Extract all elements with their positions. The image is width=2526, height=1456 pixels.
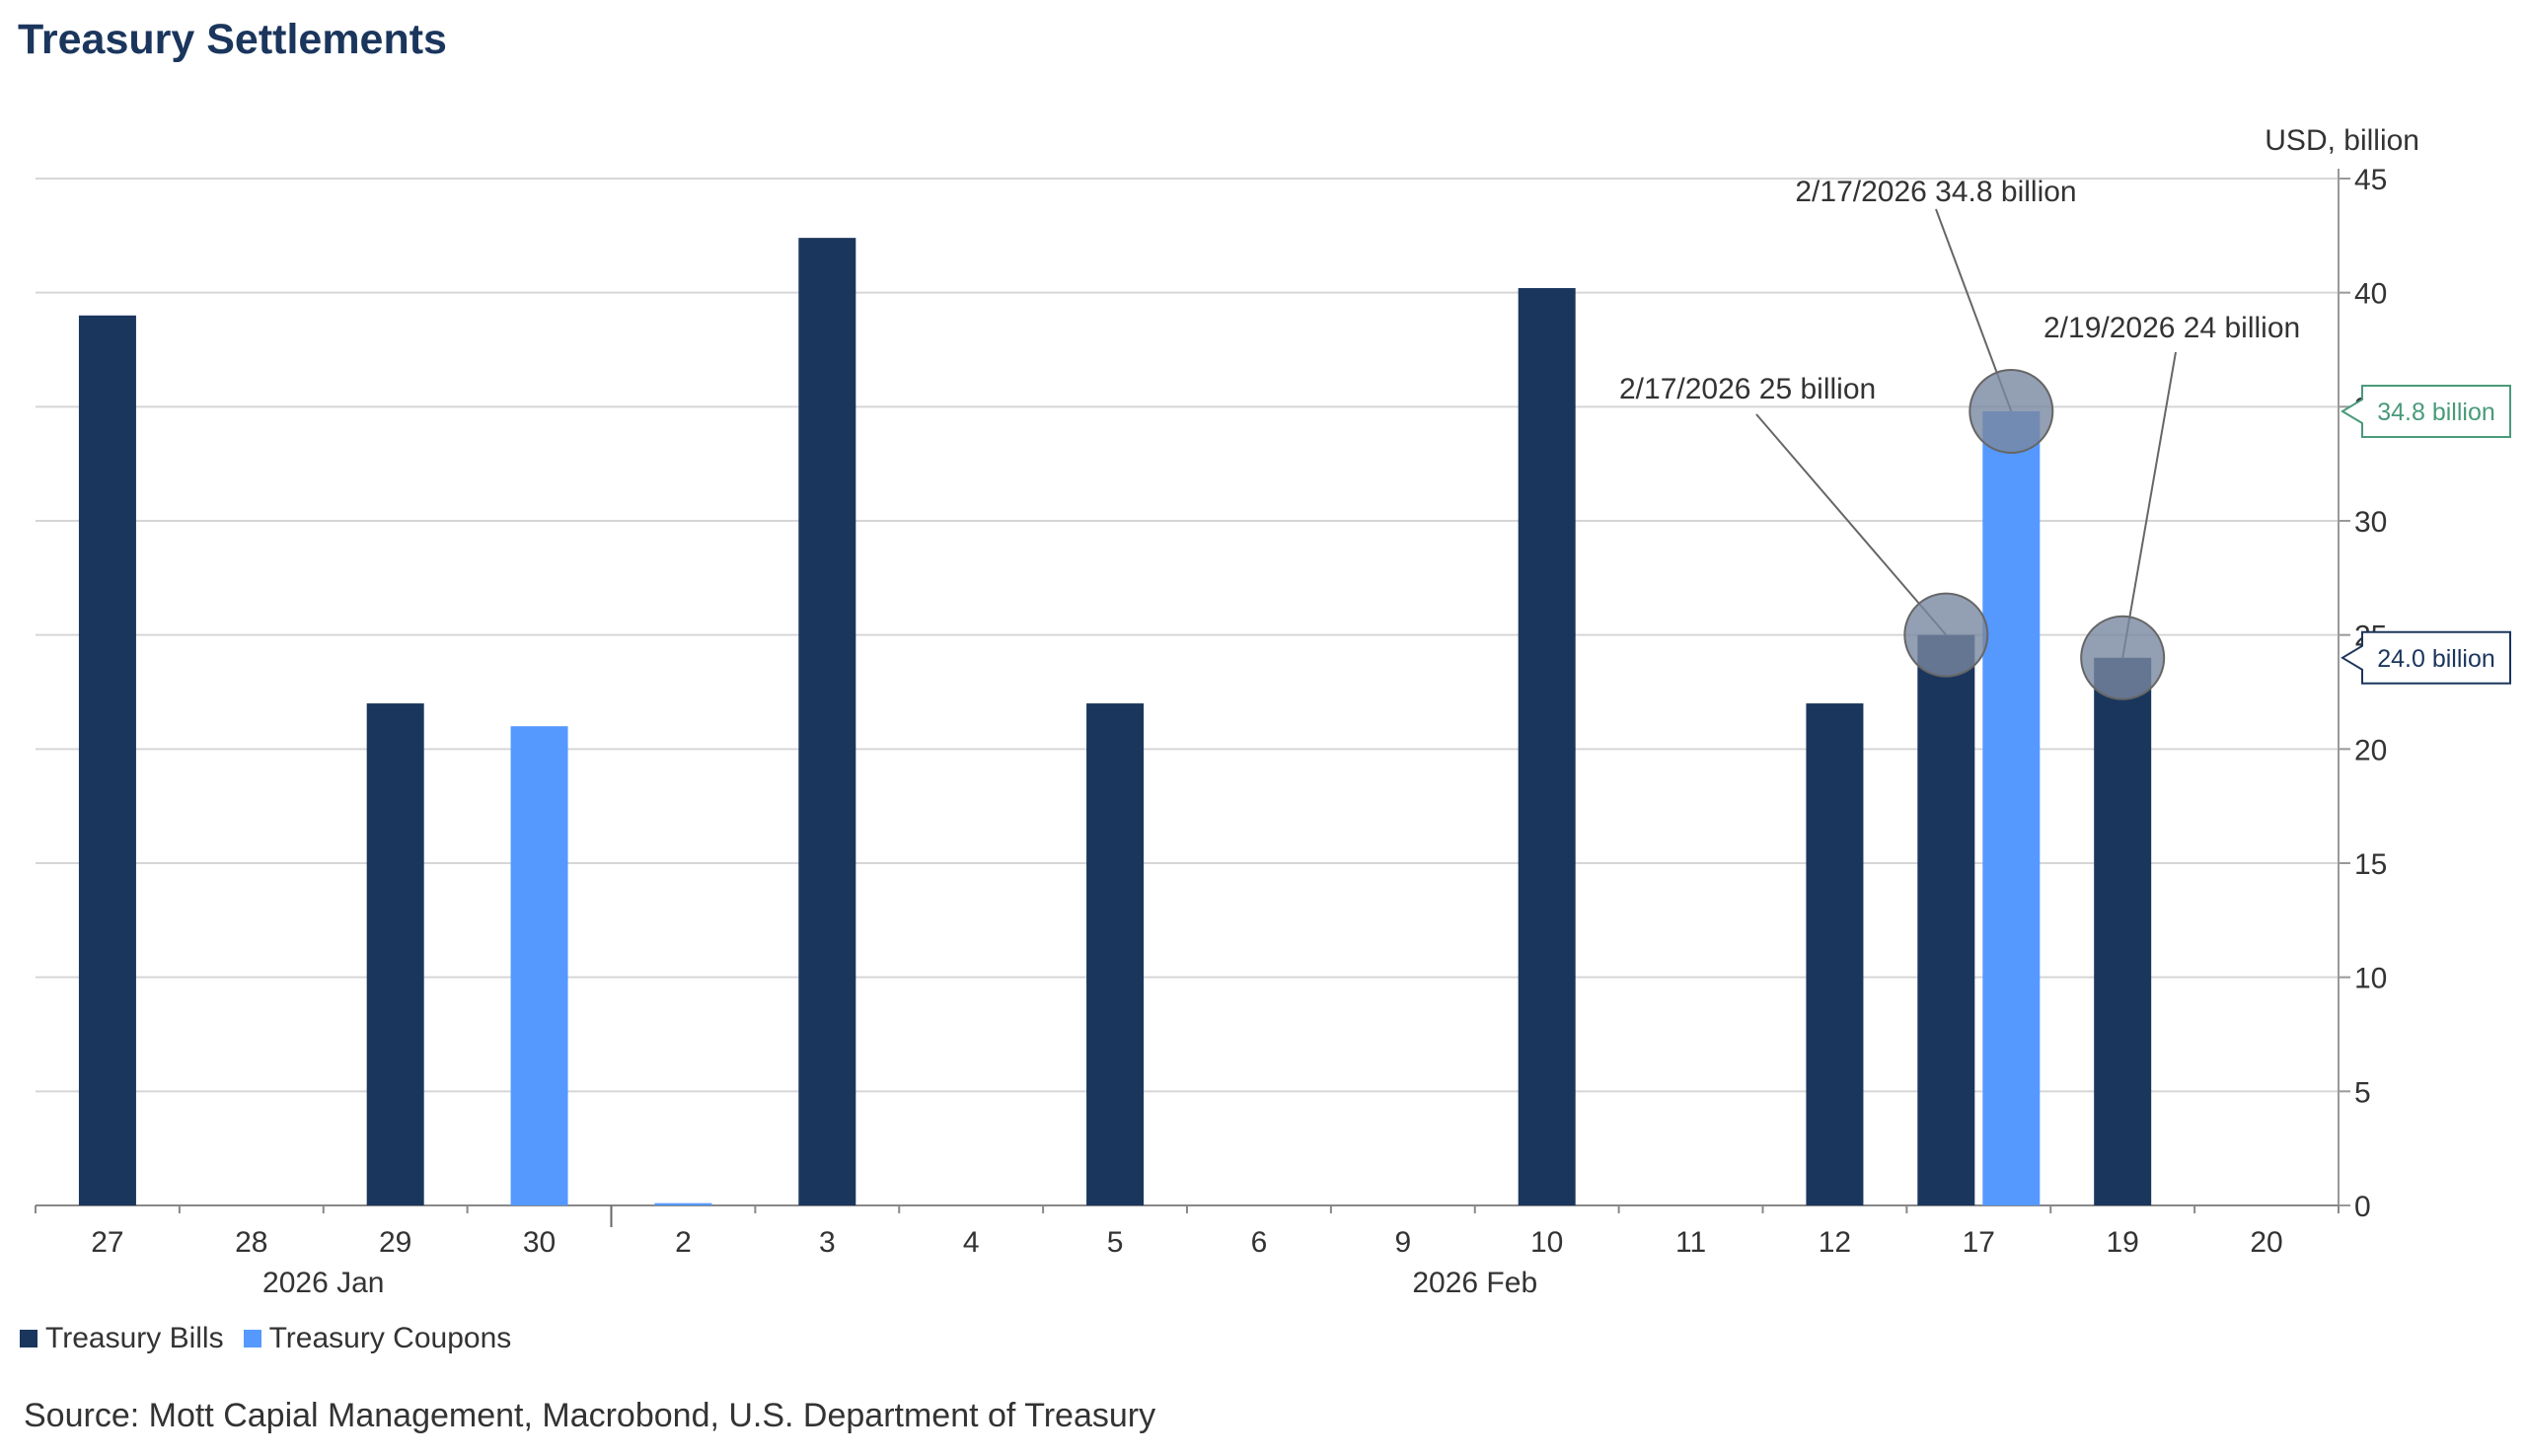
legend-item-treasury-bills[interactable]: Treasury Bills (20, 1322, 224, 1355)
legend-item-treasury-coupons[interactable]: Treasury Coupons (243, 1322, 512, 1355)
x-tick-label-30: 30 (523, 1226, 556, 1259)
annotation-1-leader (1755, 413, 1948, 636)
legend-label-bills: Treasury Bills (45, 1322, 224, 1354)
legend-swatch-bills (20, 1330, 37, 1347)
bar-treasury-coupons-17 (1982, 410, 2041, 1206)
y-tick-label-5: 5 (2354, 1076, 2371, 1109)
x-tick-label-10: 10 (1530, 1226, 1563, 1259)
annotation-2-label: 2/19/2026 24 billion (2043, 312, 2300, 344)
last-value-box-1 (2340, 630, 2511, 685)
annotation-2-leader (2121, 351, 2177, 658)
bar-treasury-bills-10 (1518, 288, 1576, 1205)
x-tick-label-3: 3 (819, 1226, 836, 1259)
y-tick-label-0: 0 (2354, 1191, 2371, 1223)
bar-treasury-bills-17 (1917, 634, 1975, 1205)
bar-treasury-bills-5 (1086, 703, 1145, 1205)
y-tick-label-10: 10 (2354, 963, 2387, 995)
y-tick-label-15: 15 (2354, 848, 2387, 881)
x-tick-label-5: 5 (1107, 1226, 1124, 1259)
bar-treasury-bills-27 (78, 315, 136, 1205)
y-tick-label-40: 40 (2354, 278, 2387, 311)
y-tick-label-45: 45 (2354, 164, 2387, 196)
last-value-callout-0: 34.8 billion (2340, 384, 2511, 438)
month-label-2026-jan: 2026 Jan (262, 1267, 384, 1299)
x-tick-label-6: 6 (1251, 1226, 1268, 1259)
x-tick-label-9: 9 (1394, 1226, 1411, 1259)
x-tick-label-27: 27 (91, 1226, 123, 1259)
x-tick-label-29: 29 (379, 1226, 411, 1259)
annotation-1-label: 2/17/2026 25 billion (1619, 373, 1876, 405)
legend-label-coupons: Treasury Coupons (268, 1322, 512, 1354)
last-value-label-1: 24.0 billion (2377, 645, 2495, 673)
x-tick-label-11: 11 (1675, 1226, 1706, 1259)
x-tick-label-2: 2 (675, 1226, 692, 1259)
chart-title: Treasury Settlements (18, 16, 447, 63)
bar-treasury-bills-19 (2094, 657, 2152, 1205)
annotation-1-marker (1903, 592, 1989, 678)
y-tick-label-20: 20 (2354, 734, 2387, 766)
y-axis-title: USD, billion (2265, 124, 2419, 157)
annotation-0-label: 2/17/2026 34.8 billion (1795, 176, 2076, 208)
x-tick-label-28: 28 (235, 1226, 267, 1259)
x-tick-label-4: 4 (963, 1226, 980, 1259)
bar-treasury-bills-12 (1806, 703, 1864, 1205)
bar-treasury-coupons-30 (510, 726, 568, 1205)
x-tick-label-20: 20 (2250, 1226, 2282, 1259)
bar-treasury-bills-29 (366, 703, 424, 1205)
annotation-0-marker (1969, 368, 2054, 454)
last-value-callout-1: 24.0 billion (2340, 630, 2511, 685)
source-note: Source: Mott Capial Management, Macrobon… (24, 1397, 1156, 1434)
last-value-label-0: 34.8 billion (2377, 399, 2495, 426)
legend-swatch-coupons (243, 1330, 261, 1347)
x-tick-label-17: 17 (1963, 1226, 1995, 1259)
legend: Treasury Bills Treasury Coupons (20, 1322, 531, 1355)
bar-treasury-coupons-2 (654, 1202, 712, 1205)
y-tick-label-30: 30 (2354, 506, 2387, 539)
last-value-box-0 (2340, 384, 2511, 438)
x-tick-label-19: 19 (2107, 1226, 2139, 1259)
bar-treasury-bills-3 (798, 238, 856, 1205)
annotation-2-marker (2080, 615, 2166, 700)
x-tick-label-12: 12 (1819, 1226, 1851, 1259)
month-label-2026-feb: 2026 Feb (1412, 1267, 1537, 1299)
